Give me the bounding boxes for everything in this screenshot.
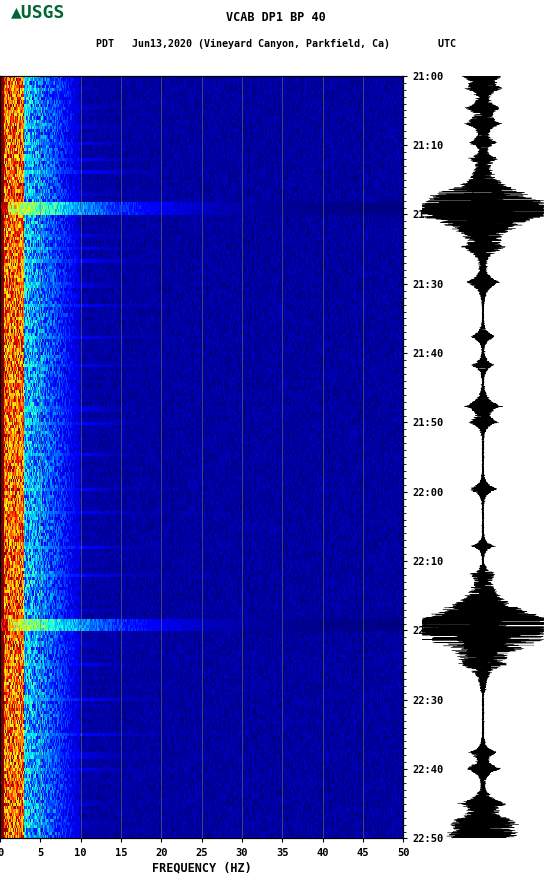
Text: PDT   Jun13,2020 (Vineyard Canyon, Parkfield, Ca)        UTC: PDT Jun13,2020 (Vineyard Canyon, Parkfie… xyxy=(96,39,456,49)
Text: VCAB DP1 BP 40: VCAB DP1 BP 40 xyxy=(226,12,326,24)
Text: ▲USGS: ▲USGS xyxy=(11,4,66,21)
X-axis label: FREQUENCY (HZ): FREQUENCY (HZ) xyxy=(152,862,252,875)
